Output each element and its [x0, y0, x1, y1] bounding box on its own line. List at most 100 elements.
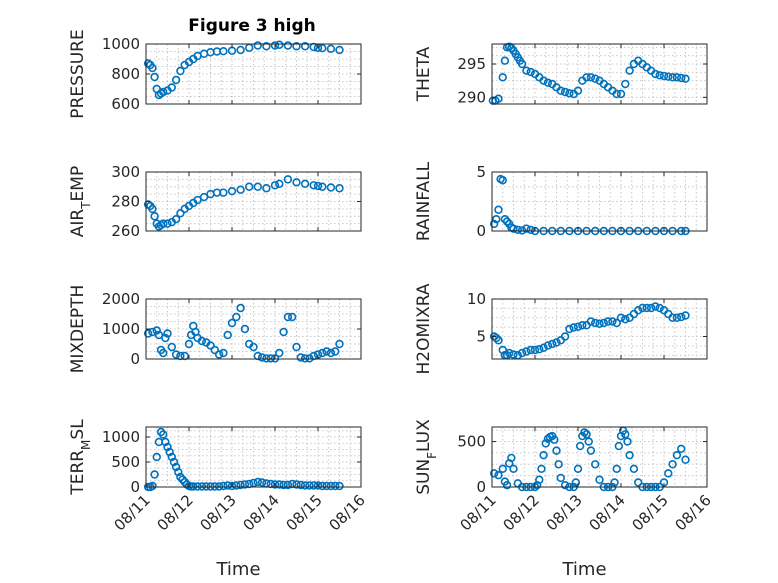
data-point: [612, 89, 621, 99]
data-point: [331, 481, 340, 491]
data-point: [535, 345, 544, 354]
data-point: [318, 182, 327, 191]
data-point: [245, 182, 254, 191]
data-point: [681, 74, 690, 83]
data-point: [539, 76, 548, 85]
data-point: [573, 322, 583, 331]
data-point: [550, 435, 559, 444]
data-point: [500, 56, 510, 65]
data-point: [616, 313, 626, 322]
data-point: [646, 303, 656, 313]
data-point: [664, 72, 673, 81]
data-point: [169, 457, 179, 467]
y-tick-label: 1000: [102, 35, 140, 53]
y-tick-label: 2000: [102, 290, 140, 308]
data-point: [236, 303, 245, 313]
data-point: [526, 345, 535, 355]
data-point: [526, 225, 535, 235]
y-tick-label: 0: [476, 478, 486, 496]
data-point: [651, 69, 660, 79]
data-point: [539, 343, 548, 352]
data-point: [612, 318, 621, 328]
data-point: [232, 312, 241, 322]
data-point: [560, 332, 570, 341]
data-point: [509, 224, 518, 233]
data-point: [681, 455, 690, 464]
data-point: [240, 480, 250, 489]
data-point: [219, 348, 228, 358]
data-point: [262, 354, 271, 363]
y-tick-label: 10: [467, 290, 486, 308]
axes-box: [491, 171, 708, 232]
subplot-6: 5 10 H2OMIXRA: [414, 283, 708, 375]
data-point: [219, 46, 228, 56]
data-point: [283, 41, 293, 50]
data-point: [554, 460, 563, 469]
data-point: [492, 215, 501, 224]
y-axis-label: SUNFLUX: [414, 419, 439, 495]
y-tick-label: 5: [476, 328, 486, 346]
data-point: [283, 175, 293, 184]
data-point: [313, 481, 323, 490]
data-point: [494, 205, 503, 214]
data-point: [507, 453, 516, 463]
data-point: [668, 460, 677, 469]
data-point: [288, 312, 297, 322]
data-point: [537, 464, 546, 474]
data-point: [494, 470, 503, 480]
axes-box: [491, 426, 708, 488]
data-point: [275, 40, 284, 49]
data-point: [148, 327, 157, 337]
subplot-5: 0 1000 2000 MIXDEPTH: [68, 285, 362, 373]
data-point: [335, 339, 344, 349]
y-axis-label: TERRMSL: [68, 419, 93, 496]
data-point: [210, 345, 220, 355]
data-point: [236, 185, 245, 194]
data-point: [275, 348, 284, 358]
data-point: [502, 217, 512, 226]
y-tick-label: 1000: [102, 428, 140, 446]
data-point: [500, 215, 510, 224]
y-axis-label: AIRTEMP: [68, 166, 93, 237]
data-point: [253, 182, 262, 191]
subplot-8: 0 500 08/11 08/12 08/13 08/14 08/15 08/16 SUNFLU…: [414, 419, 715, 580]
y-tick-label: 5: [476, 163, 486, 181]
x-tick-label: 08/12: [500, 491, 543, 534]
data-point: [535, 475, 544, 484]
data-point: [309, 181, 318, 190]
data-point: [245, 43, 254, 52]
data-point: [498, 176, 507, 185]
data-point: [318, 348, 327, 358]
data-point: [163, 329, 172, 338]
data-point: [257, 478, 267, 487]
data-point: [578, 321, 587, 330]
data-point: [270, 181, 280, 190]
data-point: [161, 333, 170, 343]
data-point: [313, 181, 323, 191]
x-axis-label: Time: [561, 559, 606, 580]
data-point: [159, 87, 168, 97]
data-point: [219, 481, 228, 491]
data-point: [676, 73, 686, 83]
data-point: [275, 179, 284, 189]
data-point: [633, 306, 643, 315]
data-point: [322, 347, 331, 356]
data-point: [603, 317, 613, 326]
data-point: [651, 302, 660, 311]
data-point: [262, 184, 271, 193]
data-point: [163, 442, 172, 452]
data-point: [167, 452, 177, 462]
data-point: [522, 66, 531, 75]
data-point: [612, 464, 621, 474]
data-point: [571, 478, 581, 487]
y-tick-label: 0: [130, 350, 140, 368]
data-point: [318, 43, 327, 53]
data-point: [505, 348, 514, 358]
y-axis-label: THETA: [414, 46, 434, 102]
data-point: [560, 87, 570, 97]
data-point: [296, 480, 305, 490]
data-point: [163, 219, 172, 228]
data-point: [227, 186, 237, 196]
y-axis-label: PRESSURE: [68, 29, 88, 118]
